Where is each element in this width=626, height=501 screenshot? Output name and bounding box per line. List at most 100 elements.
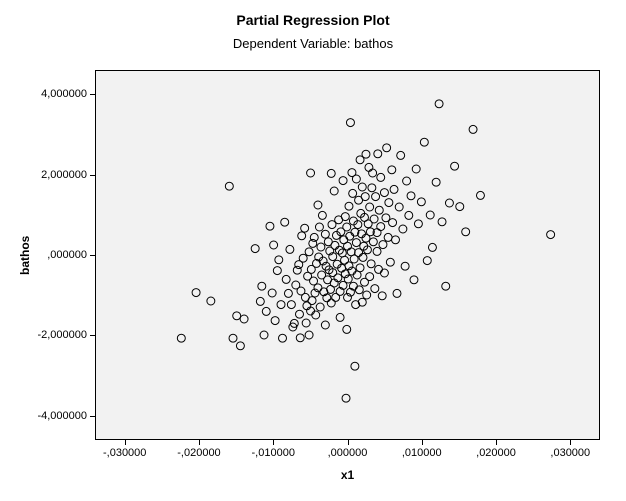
scatter-point <box>401 262 409 270</box>
scatter-point <box>374 150 382 158</box>
scatter-point <box>284 289 292 297</box>
scatter-point <box>240 315 248 323</box>
scatter-point <box>296 310 304 318</box>
scatter-point <box>369 169 377 177</box>
scatter-point <box>428 243 436 251</box>
x-tick-label: ,020000 <box>476 447 516 459</box>
scatter-point <box>236 342 244 350</box>
x-tick-label: ,010000 <box>402 447 442 459</box>
scatter-point <box>445 199 453 207</box>
scatter-point <box>442 282 450 290</box>
scatter-point <box>420 138 428 146</box>
scatter-point <box>351 362 359 370</box>
scatter-point <box>349 189 357 197</box>
y-tick-mark <box>90 335 95 336</box>
scatter-point <box>378 292 386 300</box>
scatter-point <box>373 247 381 255</box>
scatter-point <box>299 254 307 262</box>
scatter-point <box>380 269 388 277</box>
scatter-point <box>476 191 484 199</box>
x-tick-mark <box>496 440 497 445</box>
scatter-point <box>359 253 367 261</box>
scatter-point <box>462 228 470 236</box>
scatter-point <box>275 256 283 264</box>
scatter-point <box>370 215 378 223</box>
scatter-point <box>377 223 385 231</box>
scatter-point <box>256 297 264 305</box>
scatter-point <box>336 313 344 321</box>
y-tick-label: -4,000000 <box>37 410 87 422</box>
scatter-point <box>358 298 366 306</box>
scatter-point <box>371 285 379 293</box>
scatter-point <box>361 193 369 201</box>
scatter-point <box>393 289 401 297</box>
x-tick-mark <box>199 440 200 445</box>
scatter-point <box>344 242 352 250</box>
scatter-point <box>177 334 185 342</box>
scatter-point <box>260 331 268 339</box>
scatter-point <box>279 334 287 342</box>
scatter-point <box>395 203 403 211</box>
scatter-point <box>384 233 392 241</box>
scatter-point <box>307 169 315 177</box>
scatter-point <box>321 321 329 329</box>
scatter-point <box>225 182 233 190</box>
scatter-layer <box>96 71 599 439</box>
scatter-point <box>380 189 388 197</box>
scatter-point <box>346 232 354 240</box>
scatter-point <box>423 257 431 265</box>
scatter-point <box>321 230 329 238</box>
plot-area <box>95 70 600 440</box>
scatter-point <box>352 239 360 247</box>
x-tick-label: -,010000 <box>252 447 295 459</box>
scatter-point <box>302 319 310 327</box>
scatter-point <box>266 222 274 230</box>
scatter-point <box>369 238 377 246</box>
scatter-point <box>282 275 290 283</box>
scatter-point <box>331 241 339 249</box>
scatter-point <box>293 266 301 274</box>
scatter-point <box>281 218 289 226</box>
chart-subtitle: Dependent Variable: bathos <box>0 36 626 51</box>
scatter-point <box>368 184 376 192</box>
scatter-point <box>192 289 200 297</box>
scatter-point <box>262 307 270 315</box>
y-tick-label: ,000000 <box>47 249 87 261</box>
scatter-point <box>327 299 335 307</box>
scatter-point <box>367 260 375 268</box>
scatter-point <box>410 276 418 284</box>
scatter-point <box>390 185 398 193</box>
scatter-point <box>362 150 370 158</box>
y-tick-mark <box>90 416 95 417</box>
scatter-point <box>343 223 351 231</box>
scatter-point <box>456 203 464 211</box>
scatter-point <box>388 166 396 174</box>
scatter-point <box>405 211 413 219</box>
scatter-point <box>314 201 322 209</box>
scatter-point <box>375 206 383 214</box>
scatter-point <box>547 231 555 239</box>
scatter-point <box>377 173 385 181</box>
scatter-point <box>346 119 354 127</box>
scatter-point <box>403 177 411 185</box>
scatter-point <box>414 220 422 228</box>
scatter-point <box>233 312 241 320</box>
scatter-point <box>341 213 349 221</box>
scatter-point <box>438 218 446 226</box>
scatter-point <box>389 219 397 227</box>
scatter-point <box>469 125 477 133</box>
scatter-point <box>363 291 371 299</box>
scatter-point <box>386 258 394 266</box>
scatter-point <box>372 193 380 201</box>
scatter-point <box>305 248 313 256</box>
scatter-point <box>432 178 440 186</box>
scatter-point <box>397 151 405 159</box>
scatter-point <box>366 203 374 211</box>
y-tick-mark <box>90 255 95 256</box>
scatter-point <box>407 192 415 200</box>
scatter-point <box>298 232 306 240</box>
x-axis-label: x1 <box>95 468 600 482</box>
scatter-point <box>312 311 320 319</box>
scatter-point <box>330 187 338 195</box>
scatter-point <box>341 256 349 264</box>
